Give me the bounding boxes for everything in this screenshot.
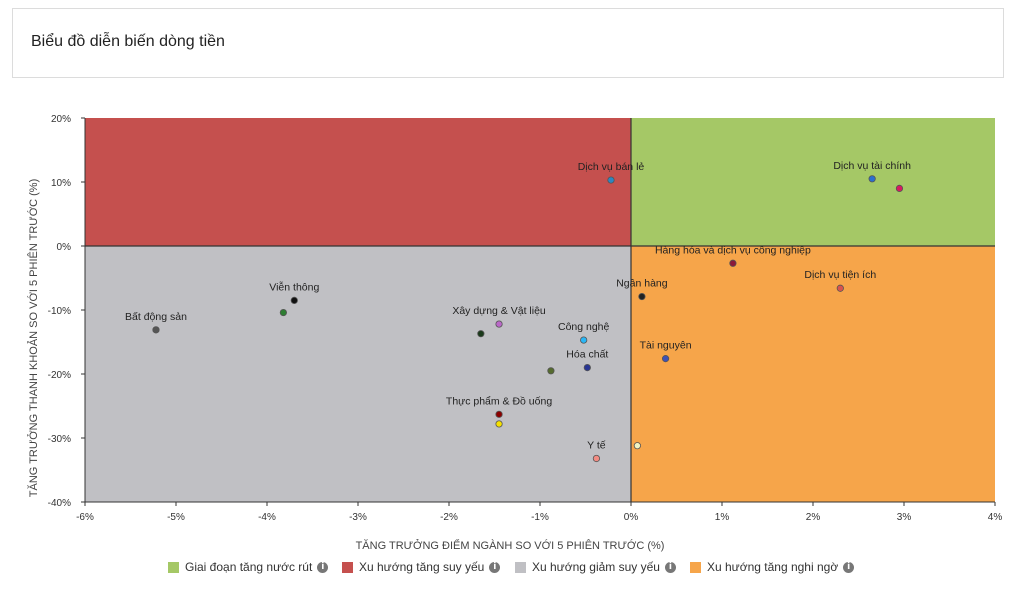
page-title: Biểu đồ diễn biến dòng tiền bbox=[31, 33, 225, 50]
x-tick-label: -4% bbox=[258, 512, 276, 523]
x-tick-label: -6% bbox=[76, 512, 94, 523]
data-point-label: Dịch vụ tiện ích bbox=[804, 269, 876, 281]
data-point-12 bbox=[290, 296, 298, 304]
data-point-13 bbox=[279, 308, 287, 317]
chart-title-card: Biểu đồ diễn biến dòng tiền bbox=[12, 8, 1004, 78]
data-point-label: Hàng hóa và dịch vụ công nghiệp bbox=[655, 244, 811, 256]
data-point-3 bbox=[729, 259, 737, 267]
data-point-label: Y tế bbox=[587, 439, 606, 451]
legend-item-doubtful-uptrend[interactable]: Xu hướng tăng nghi ngờ i bbox=[690, 559, 855, 575]
quadrant-region-0 bbox=[631, 118, 995, 246]
data-point-label: Thực phẩm & Đồ uống bbox=[446, 395, 552, 407]
legend-item-weakening-uptrend[interactable]: Xu hướng tăng suy yếu i bbox=[342, 559, 501, 575]
data-point-9 bbox=[547, 367, 555, 375]
data-point-18 bbox=[633, 442, 641, 450]
quadrant-region-3 bbox=[631, 246, 995, 502]
quadrant-region-2 bbox=[85, 246, 631, 502]
data-point-7 bbox=[580, 336, 588, 344]
y-tick-label: 10% bbox=[51, 178, 71, 189]
x-tick-label: -2% bbox=[440, 512, 458, 523]
info-icon[interactable]: i bbox=[317, 561, 329, 573]
data-point-10 bbox=[495, 320, 503, 328]
data-point-11 bbox=[477, 330, 485, 338]
data-point-14 bbox=[152, 326, 160, 334]
legend-swatch bbox=[342, 561, 353, 573]
y-tick-label: -20% bbox=[48, 370, 71, 381]
y-tick-label: -30% bbox=[48, 434, 71, 445]
info-icon[interactable]: i bbox=[843, 561, 855, 573]
data-point-label: Viễn thông bbox=[269, 280, 319, 293]
legend-swatch bbox=[690, 561, 701, 573]
data-point-6 bbox=[661, 355, 670, 363]
y-tick-label: -10% bbox=[48, 306, 71, 317]
data-point-label: Dịch vụ tài chính bbox=[833, 160, 911, 172]
legend-item-weakening-downtrend[interactable]: Xu hướng giảm suy yếu i bbox=[515, 559, 676, 575]
legend-label: Xu hướng tăng suy yếu bbox=[359, 560, 485, 574]
x-tick-label: -1% bbox=[531, 512, 549, 523]
data-point-label: Bất động sản bbox=[125, 311, 187, 323]
legend-label: Xu hướng giảm suy yếu bbox=[532, 560, 660, 574]
x-tick-label: -3% bbox=[349, 512, 367, 523]
legend-swatch bbox=[515, 561, 526, 573]
y-axis-title: TĂNG TRƯỞNG THANH KHOẢN SO VỚI 5 PHIÊN T… bbox=[27, 179, 40, 497]
x-tick-label: 0% bbox=[624, 512, 639, 523]
data-point-1 bbox=[868, 175, 876, 183]
legend-label: Xu hướng tăng nghi ngờ bbox=[707, 560, 839, 574]
y-tick-label: 0% bbox=[57, 242, 72, 253]
y-tick-label: -40% bbox=[48, 498, 71, 509]
data-point-8 bbox=[583, 363, 591, 372]
data-point-label: Ngân hàng bbox=[616, 278, 668, 290]
data-point-0 bbox=[607, 176, 615, 184]
x-tick-label: 3% bbox=[897, 512, 912, 523]
data-point-label: Hóa chất bbox=[566, 349, 608, 361]
data-point-label: Tài nguyên bbox=[640, 340, 692, 352]
x-tick-label: 2% bbox=[806, 512, 821, 523]
x-tick-label: 1% bbox=[715, 512, 730, 523]
legend-swatch bbox=[168, 561, 179, 573]
chart-legend: Giai đoạn tăng nước rút i Xu hướng tăng … bbox=[0, 559, 1024, 577]
cash-flow-scatter-chart: 20% 10% 0% -10% -20% -30% -40% -6% -5% -4% -3% -2% -… bbox=[27, 114, 1003, 552]
x-tick-label: -5% bbox=[167, 512, 185, 523]
data-point-label: Xây dựng & Vật liệu bbox=[452, 305, 546, 317]
data-point-17 bbox=[592, 454, 601, 463]
info-icon[interactable]: i bbox=[489, 561, 501, 573]
legend-item-sprint[interactable]: Giai đoạn tăng nước rút i bbox=[168, 559, 329, 575]
data-point-label: Công nghệ bbox=[558, 321, 610, 333]
x-axis-title: TĂNG TRƯỞNG ĐIỂM NGÀNH SO VỚI 5 PHIÊN TR… bbox=[356, 539, 665, 552]
info-icon[interactable]: i bbox=[664, 561, 676, 573]
data-point-label: Dịch vụ bán lẻ bbox=[578, 161, 645, 173]
data-point-2 bbox=[895, 184, 904, 193]
x-tick-label: 4% bbox=[988, 512, 1003, 523]
legend-label: Giai đoạn tăng nước rút bbox=[185, 560, 313, 574]
data-point-4 bbox=[836, 284, 844, 292]
data-point-16 bbox=[495, 420, 503, 428]
data-point-5 bbox=[638, 292, 646, 301]
y-tick-label: 20% bbox=[51, 114, 71, 125]
quadrant-region-1 bbox=[85, 118, 631, 246]
data-point-15 bbox=[495, 410, 503, 418]
